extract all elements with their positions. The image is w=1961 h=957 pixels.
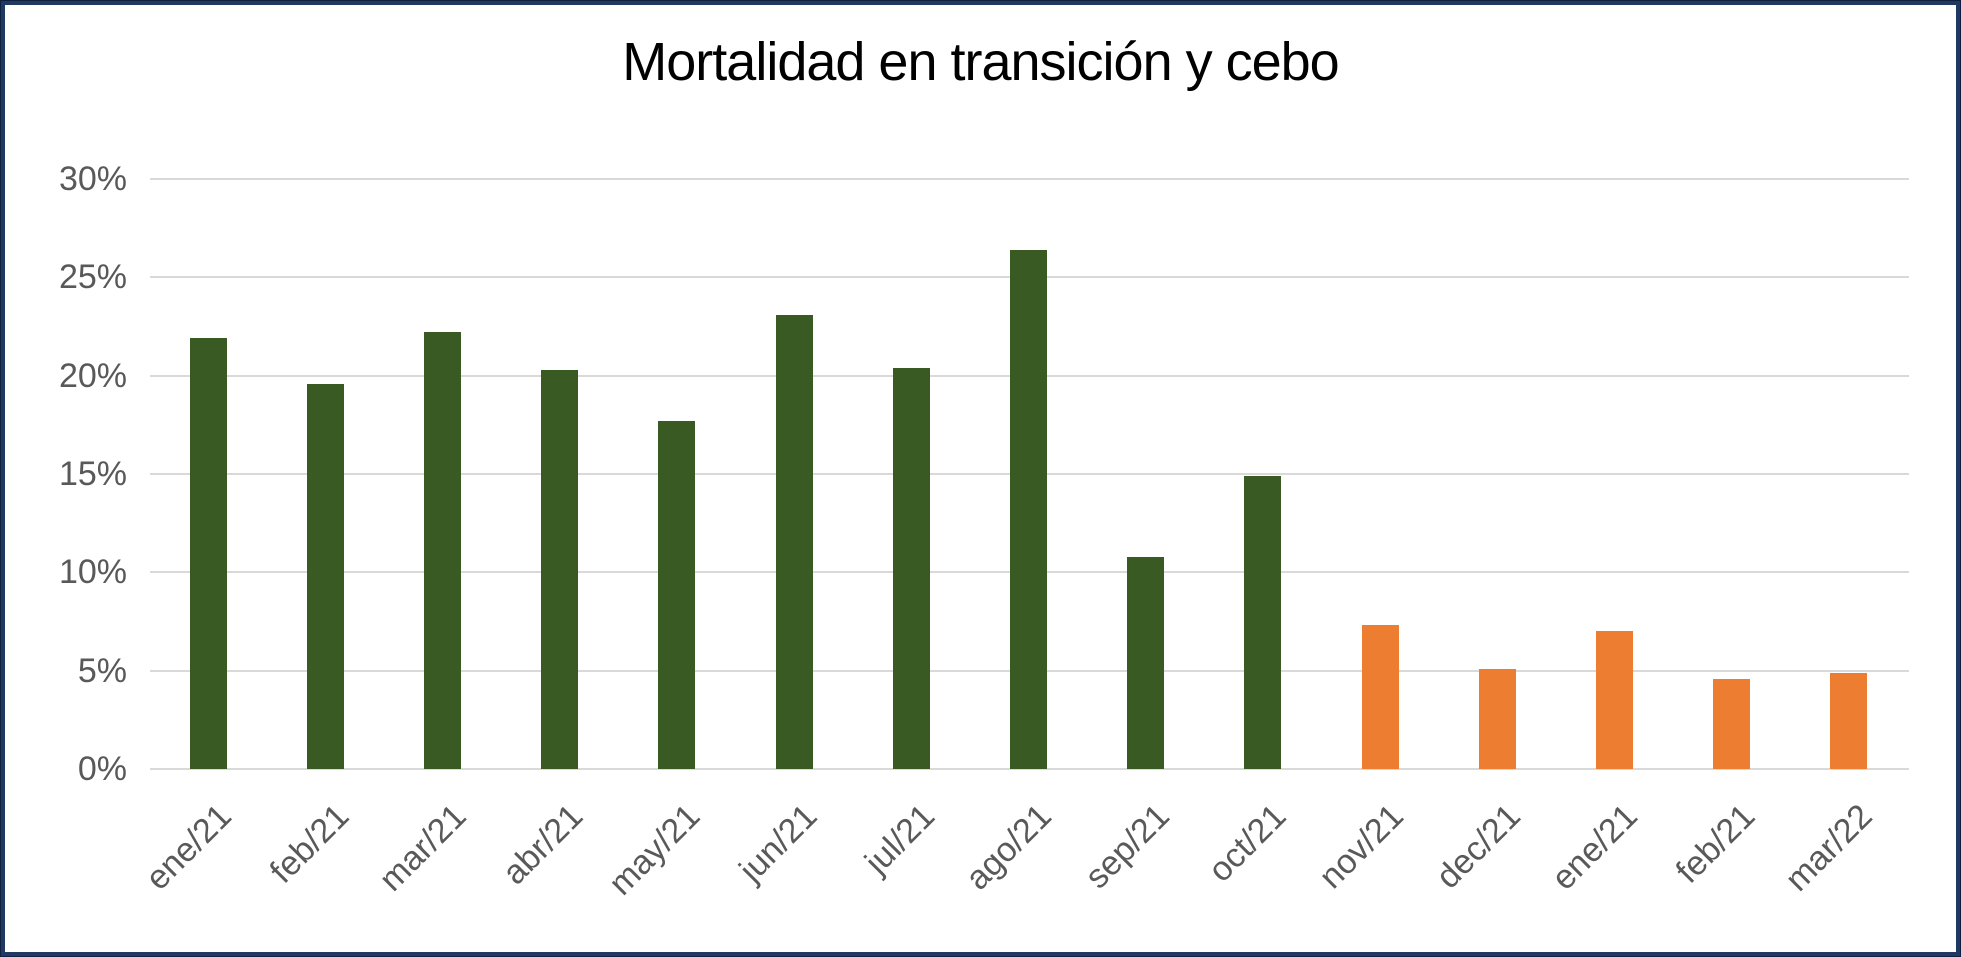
gridline — [150, 178, 1909, 180]
x-axis-tick-label: dec/21 — [1429, 797, 1529, 897]
bar[interactable] — [1595, 631, 1633, 769]
x-axis-tick-label: nov/21 — [1311, 797, 1411, 897]
bar[interactable] — [658, 420, 696, 769]
x-axis-tick-label: ene/21 — [138, 797, 239, 898]
bar[interactable] — [1830, 672, 1868, 769]
bar[interactable] — [1361, 625, 1399, 769]
y-axis-tick-label: 25% — [58, 258, 127, 297]
bar[interactable] — [775, 314, 813, 769]
x-axis-tick-label: ago/21 — [958, 797, 1060, 898]
x-axis-tick-label: jun/21 — [732, 797, 825, 890]
x-axis-tick-label: jul/21 — [857, 797, 943, 882]
bar[interactable] — [1009, 249, 1047, 769]
x-axis-tick-label: sep/21 — [1077, 797, 1177, 897]
bar[interactable] — [1244, 475, 1282, 769]
bar[interactable] — [189, 338, 227, 769]
plot-area — [150, 178, 1909, 770]
bar[interactable] — [1478, 668, 1516, 769]
bar[interactable] — [306, 383, 344, 769]
x-axis-tick-label: feb/21 — [262, 797, 357, 891]
y-axis-tick-label: 30% — [58, 160, 127, 198]
bar[interactable] — [541, 369, 579, 769]
x-axis-tick-label: oct/21 — [1201, 797, 1294, 890]
x-axis-tick-label: mar/22 — [1777, 797, 1880, 899]
x-axis-tick-label: may/21 — [601, 797, 708, 903]
bar[interactable] — [1127, 556, 1165, 769]
gridline — [150, 768, 1909, 770]
y-axis-tick-label: 5% — [77, 651, 127, 690]
x-axis-tick-label: ene/21 — [1544, 797, 1646, 898]
y-axis-tick-label: 0% — [77, 750, 127, 788]
bar[interactable] — [892, 367, 930, 769]
x-axis-tick-label: mar/21 — [371, 797, 474, 899]
x-axis-tick-label: feb/21 — [1668, 797, 1763, 891]
chart-title: Mortalidad en transición y cebo — [622, 32, 1339, 92]
x-axis-tick-label: abr/21 — [495, 797, 591, 893]
bar[interactable] — [1713, 678, 1751, 769]
y-axis-tick-label: 10% — [58, 553, 127, 592]
y-axis-tick-label: 20% — [58, 356, 127, 395]
y-axis-tick-label: 15% — [58, 455, 127, 493]
bar[interactable] — [423, 332, 461, 769]
